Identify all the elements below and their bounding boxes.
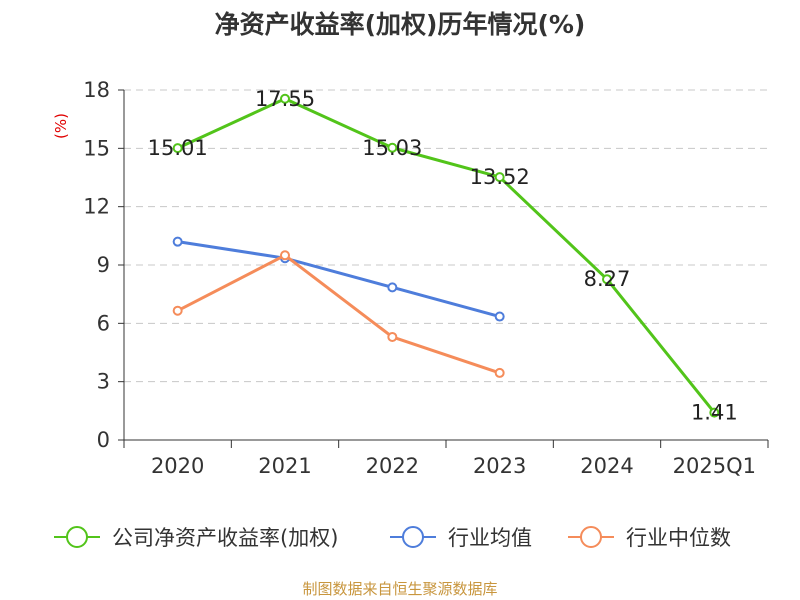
data-label-2020: 15.01 — [148, 136, 208, 160]
point-2-2022 — [387, 331, 398, 342]
legend-label-0: 公司净资产收益率(加权) — [112, 526, 338, 550]
point-0-2025Q1 — [709, 407, 720, 418]
x-tick-label-2023: 2023 — [473, 454, 526, 478]
y-tick-label-9: 9 — [97, 253, 110, 277]
y-tick-label-12: 12 — [83, 195, 110, 219]
point-2-2020 — [172, 305, 183, 316]
data-label-2021: 17.55 — [255, 87, 315, 111]
chart-title: 净资产收益率(加权)历年情况(%) — [215, 10, 586, 39]
y-tick-label-0: 0 — [97, 428, 110, 452]
x-tick-label-2022: 2022 — [366, 454, 419, 478]
x-tick-label-2025Q1: 2025Q1 — [673, 454, 756, 478]
data-label-2022: 15.03 — [362, 136, 422, 160]
y-tick-label-6: 6 — [97, 311, 110, 335]
legend: 公司净资产收益率(加权) 行业均值 行业中位数 — [54, 526, 731, 550]
gridlines — [124, 89, 768, 383]
x-tick-label-2021: 2021 — [258, 454, 311, 478]
data-labels: 15.01 17.55 15.03 13.52 8.27 1.41 — [148, 87, 738, 425]
y-axis-label: (%) — [52, 113, 70, 139]
data-label-2024: 8.27 — [584, 267, 631, 291]
point-1-2020 — [172, 236, 183, 247]
x-tick-label-2024: 2024 — [580, 454, 633, 478]
series-line-1 — [177, 240, 501, 318]
point-0-2023 — [494, 172, 505, 183]
legend-label-2: 行业中位数 — [626, 526, 731, 550]
legend-marker-1 — [402, 526, 424, 548]
point-0-2020 — [172, 143, 183, 154]
legend-marker-0 — [66, 526, 88, 548]
y-tick-label-18: 18 — [83, 78, 110, 102]
point-2-2023 — [494, 367, 505, 378]
series-layer — [172, 93, 720, 418]
legend-marker-2 — [580, 526, 602, 548]
series-line-2 — [176, 253, 501, 375]
axes: 0 3 6 9 12 15 18 2020 2021 2022 2023 2024 2025Q1 — [83, 78, 769, 478]
source-note: 制图数据来自恒生聚源数据库 — [302, 580, 497, 598]
data-label-2025Q1: 1.41 — [691, 401, 738, 425]
point-0-2024 — [602, 274, 612, 285]
y-tick-label-15: 15 — [83, 136, 110, 160]
point-1-2022 — [387, 282, 398, 293]
legend-label-1: 行业均值 — [448, 526, 532, 550]
point-2-2021 — [280, 250, 290, 261]
x-tick-label-2020: 2020 — [151, 454, 204, 478]
point-0-2021 — [280, 93, 290, 104]
data-label-2023: 13.52 — [470, 165, 530, 189]
series-line-0 — [177, 97, 716, 414]
point-1-2023 — [494, 311, 505, 322]
y-tick-label-3: 3 — [97, 370, 110, 394]
point-0-2022 — [387, 142, 398, 153]
